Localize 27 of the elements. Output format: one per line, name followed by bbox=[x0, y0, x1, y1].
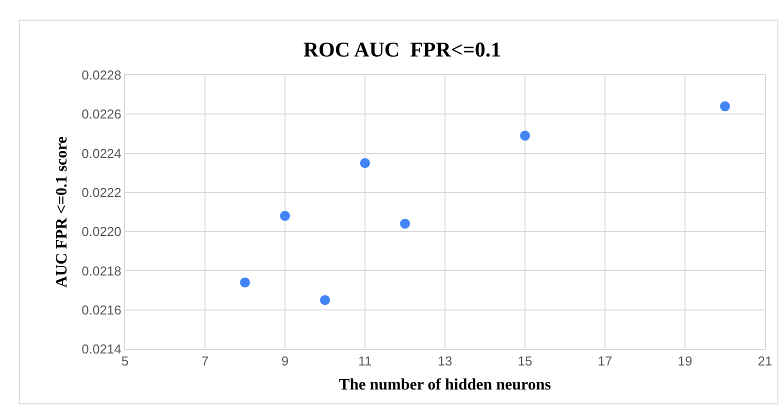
x-tick-label: 19 bbox=[678, 354, 692, 369]
y-axis-title: AUC FPR <=0.1 score bbox=[54, 136, 71, 288]
y-tick-label: 0.0228 bbox=[82, 68, 122, 83]
y-tick-label: 0.0222 bbox=[82, 184, 122, 200]
point bbox=[520, 130, 530, 141]
y-tick-label: 0.0226 bbox=[82, 106, 122, 122]
x-tick-label: 17 bbox=[598, 354, 612, 369]
point bbox=[280, 210, 290, 221]
x-axis-title: The number of hidden neurons bbox=[339, 376, 551, 394]
y-tick-label: 0.0218 bbox=[82, 263, 122, 278]
y-tick-label: 0.0220 bbox=[82, 224, 122, 240]
y-tick-label: 0.0224 bbox=[82, 146, 122, 161]
x-tick-label: 15 bbox=[518, 354, 532, 369]
point bbox=[360, 158, 370, 168]
x-tick-label: 5 bbox=[121, 354, 129, 369]
y-tick-label: 0.0214 bbox=[82, 342, 122, 357]
point bbox=[400, 218, 410, 229]
x-tick-label: 21 bbox=[758, 354, 772, 369]
x-tick-label: 13 bbox=[438, 354, 452, 369]
y-tick-label: 0.0216 bbox=[82, 302, 122, 318]
x-tick-label: 11 bbox=[358, 354, 372, 369]
point bbox=[320, 295, 330, 306]
point bbox=[720, 101, 730, 112]
x-tick-label: 9 bbox=[281, 354, 289, 369]
x-tick-label: 7 bbox=[201, 354, 209, 369]
chart-title: ROC AUC FPR<=0.1 bbox=[303, 37, 502, 62]
point bbox=[240, 277, 250, 288]
